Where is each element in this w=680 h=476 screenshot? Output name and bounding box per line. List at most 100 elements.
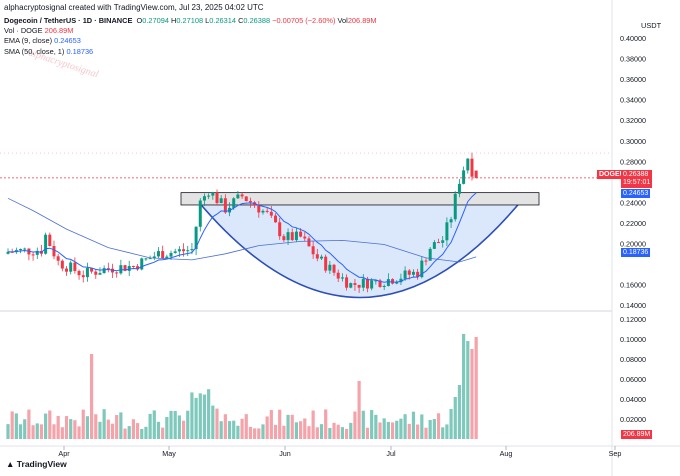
volume-bar bbox=[77, 426, 81, 439]
ema-line bbox=[7, 192, 477, 283]
volume-bar bbox=[474, 337, 478, 439]
candle-body bbox=[31, 254, 35, 256]
tradingview-logo[interactable]: ▲ TradingView bbox=[6, 459, 67, 469]
price-axis-unit: USDT bbox=[641, 21, 662, 30]
volume-bar bbox=[44, 413, 48, 439]
volume-bar bbox=[386, 421, 390, 439]
high-value: 0.27108 bbox=[176, 16, 204, 25]
time-tick-label: Jul bbox=[386, 449, 396, 458]
volume-bar bbox=[190, 392, 194, 439]
candle-body bbox=[6, 251, 10, 254]
candle-body bbox=[240, 194, 244, 197]
symbol-name[interactable]: Dogecoin / TetherUS · 1D · BINANCE bbox=[4, 16, 133, 25]
candle-body bbox=[470, 158, 474, 177]
volume-bar bbox=[169, 410, 173, 439]
volume-bar bbox=[186, 410, 190, 439]
candle-body bbox=[294, 231, 298, 241]
candle-body bbox=[378, 280, 382, 288]
candle-body bbox=[353, 283, 357, 285]
price-tick-label: 0.30000 bbox=[620, 137, 646, 146]
symbol-price-tag: DOGEUSDT bbox=[597, 170, 641, 179]
volume-bar bbox=[223, 414, 227, 439]
volume-bar bbox=[257, 428, 261, 439]
candle-body bbox=[123, 265, 127, 271]
candle-body bbox=[60, 260, 64, 269]
ohlc-row: Dogecoin / TetherUS · 1D · BINANCE O0.27… bbox=[4, 16, 377, 26]
close-label: C bbox=[238, 16, 244, 25]
volume-bar bbox=[407, 423, 411, 439]
candle-body bbox=[286, 232, 290, 241]
candle-body bbox=[152, 256, 156, 259]
open-label: O bbox=[136, 16, 143, 25]
candle-body bbox=[115, 272, 119, 274]
volume-bar bbox=[349, 422, 353, 439]
volume-bar bbox=[173, 411, 177, 439]
candle-body bbox=[219, 198, 223, 204]
price-tick-label: 0.36000 bbox=[620, 75, 646, 84]
volume-bar bbox=[303, 418, 307, 439]
candle-body bbox=[244, 196, 248, 202]
price-tick-label: 0.14000 bbox=[620, 301, 646, 310]
volume-bar bbox=[365, 427, 370, 439]
volume-bar bbox=[207, 389, 211, 439]
candle-body bbox=[340, 277, 344, 279]
volume-bar bbox=[10, 411, 14, 439]
volume-bar bbox=[156, 421, 161, 439]
last-price-tag: 0.26388 19:57:01 bbox=[621, 170, 653, 188]
sma-row[interactable]: SMA (50, close, 1) 0.18736 bbox=[4, 47, 377, 57]
candle-body bbox=[44, 234, 48, 254]
volume-bar bbox=[432, 419, 436, 439]
volume-bar bbox=[315, 427, 319, 439]
volume-bar bbox=[278, 409, 282, 439]
candle-body bbox=[131, 265, 135, 267]
volume-bar bbox=[56, 415, 60, 439]
volume-bar bbox=[227, 421, 232, 439]
volume-bar bbox=[119, 412, 123, 439]
volume-bar bbox=[261, 424, 265, 439]
volume-bar bbox=[340, 427, 344, 439]
candle-body bbox=[19, 249, 23, 251]
candle-body bbox=[140, 258, 144, 270]
volume-bar bbox=[219, 421, 223, 439]
candle-body bbox=[403, 270, 407, 279]
open-value: 0.27094 bbox=[142, 16, 169, 25]
candle-body bbox=[315, 254, 319, 259]
high-label: H bbox=[171, 16, 177, 25]
volume-bar bbox=[39, 424, 44, 439]
volume-bar bbox=[131, 419, 135, 439]
volume-bar bbox=[202, 394, 207, 439]
volume-bar bbox=[64, 416, 69, 439]
volume-tag: 206.89M bbox=[621, 430, 653, 439]
sma-label: SMA (50, close, 1) bbox=[4, 46, 65, 56]
candle-body bbox=[215, 192, 219, 204]
candle-body bbox=[357, 284, 361, 288]
volume-bar bbox=[73, 420, 77, 439]
volume-bar bbox=[52, 424, 56, 439]
candle-body bbox=[391, 279, 395, 284]
candle-body bbox=[65, 268, 69, 272]
vol-doge-row[interactable]: Vol · DOGE 206.89M bbox=[4, 26, 377, 36]
candle-body bbox=[349, 283, 353, 288]
volume-bar bbox=[215, 408, 219, 439]
volume-bar bbox=[411, 411, 416, 439]
volume-bar bbox=[253, 428, 257, 439]
candle-body bbox=[202, 196, 206, 201]
candle-body bbox=[248, 201, 252, 203]
price-tick-label: 0.38000 bbox=[620, 55, 646, 64]
price-tick-label: 0.22000 bbox=[620, 219, 646, 228]
ema-row[interactable]: EMA (9, close) 0.24653 bbox=[4, 36, 377, 46]
volume-tick-label: 0.06000 bbox=[620, 375, 646, 384]
tradingview-logo-icon: ▲ bbox=[6, 459, 15, 469]
volume-bar bbox=[18, 424, 23, 439]
volume-bar bbox=[332, 422, 336, 439]
volume-bar bbox=[140, 428, 144, 439]
time-tick-label: Jun bbox=[279, 449, 291, 458]
candle-body bbox=[395, 282, 399, 284]
candle-body bbox=[144, 258, 148, 260]
volume-bar bbox=[265, 416, 269, 439]
volume-bar bbox=[390, 422, 395, 439]
volume-tick-label: 0.04000 bbox=[620, 395, 646, 404]
volume-bar bbox=[135, 423, 140, 439]
candle-body bbox=[462, 170, 466, 184]
